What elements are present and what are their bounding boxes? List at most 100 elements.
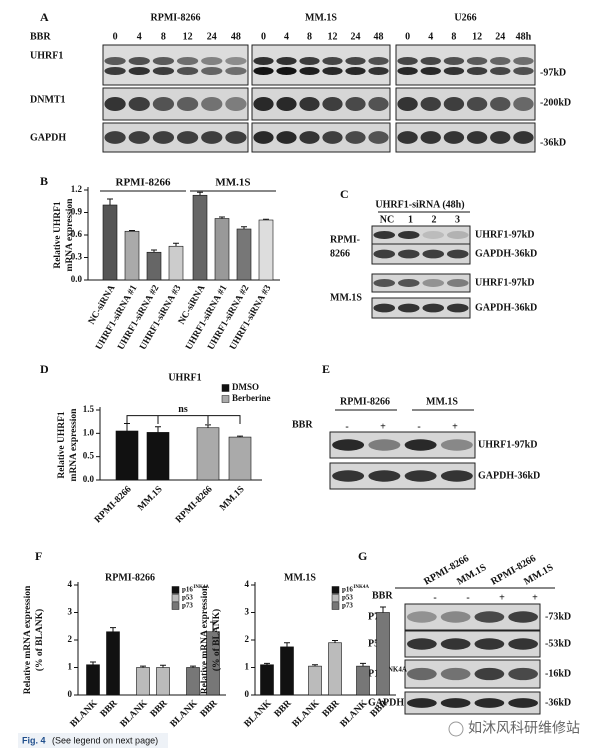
band-label: GAPDH-36kD [475,302,537,313]
blot-band [508,667,538,681]
blot-band [422,303,445,313]
blot [371,273,471,293]
blot-band [368,67,389,75]
blot-band [420,131,441,144]
blot-band [176,131,199,144]
time-label: 8 [307,31,312,42]
error-bar [90,661,96,665]
y-tick-label: 0 [245,689,250,699]
blot-band [443,96,465,112]
lane-label: 2 [432,214,437,225]
y-tick-label: 0.5 [83,451,95,461]
blot-band [513,131,534,144]
blot-band [422,231,445,239]
legend-label: p53 [182,594,193,602]
blot-band [128,67,150,75]
y-tick-label: 4 [68,579,73,589]
blot-band [407,667,437,681]
blot-band [201,67,223,75]
error-bar [173,242,179,247]
y-tick-label: 2 [68,634,73,644]
y-tick-label: 0.9 [71,207,83,217]
panel-letter: C [340,187,349,201]
blot-band [276,96,297,112]
blot-band [322,131,343,144]
bar [308,665,322,696]
bar [192,194,208,281]
blot-band [299,131,320,144]
blot-band [440,667,471,681]
blot-band [508,698,538,708]
blot-band [299,67,320,75]
legend-label: DMSO [232,382,259,392]
blot-band [443,67,465,75]
blot-band [368,470,401,482]
blot-band [322,67,343,75]
legend-swatch [331,602,340,610]
y-tick-label: 2 [245,634,250,644]
blot-band [513,57,534,65]
figure-note: (See legend on next page) [52,735,158,745]
bar [146,432,170,481]
legend-swatch [171,594,180,602]
bar [228,436,252,481]
blot-band [322,96,343,112]
blot-band [373,249,396,259]
panel-letter: B [40,174,48,188]
row-label: GAPDH [30,132,66,143]
error-bar [241,226,247,229]
blot-band [443,57,465,65]
blot [404,691,541,715]
bar [86,664,100,696]
blot-band [490,131,511,144]
bar [115,430,139,481]
row-label: GAPDH [368,697,404,708]
annotation: ns [178,404,188,415]
time-label: 24 [351,31,361,42]
blot-band [440,439,473,451]
blot-band [474,698,505,708]
row-label: P16 [368,668,384,679]
blot-band [440,638,471,650]
blot-band [446,279,469,287]
sign-label: + [499,592,505,603]
blot-band [513,96,534,112]
blot-band [373,303,396,313]
blot-band [368,131,389,144]
treatment-label: BBR [30,31,51,42]
blot-band [397,57,418,65]
bar [102,204,118,281]
time-label: 24 [495,31,505,42]
bar [236,228,252,281]
blot-band [201,131,223,144]
lane-label: 1 [408,214,413,225]
y-axis-label: (% of BLANK) [34,609,45,671]
blot-band [176,57,199,65]
blot-title: UHRF1-siRNA (48h) [375,199,464,210]
error-bar [380,606,386,613]
blot-band [225,96,247,112]
blot-band [420,96,441,112]
y-axis-label: Relative mRNA expression [200,585,210,694]
blot-band [104,96,126,112]
error-bar [129,230,135,232]
error-bar [155,426,161,433]
cell-label: 8266 [330,248,350,259]
cell-label: RPMI- [330,234,360,245]
time-label: 8 [451,31,456,42]
legend-label: p16 [342,586,353,594]
error-bar [110,627,116,632]
error-bar [360,662,366,667]
bar [328,642,342,696]
sign-label: + [380,421,386,432]
legend-label: p16 [182,586,193,594]
time-label: 0 [113,31,118,42]
blot-band [225,67,247,75]
blot-band [466,57,488,65]
treatment-label: BBR [292,419,313,430]
blot-band [225,131,247,144]
blot-band [253,96,274,112]
bar [196,427,220,481]
legend-swatch [331,586,340,594]
blot [371,297,471,319]
